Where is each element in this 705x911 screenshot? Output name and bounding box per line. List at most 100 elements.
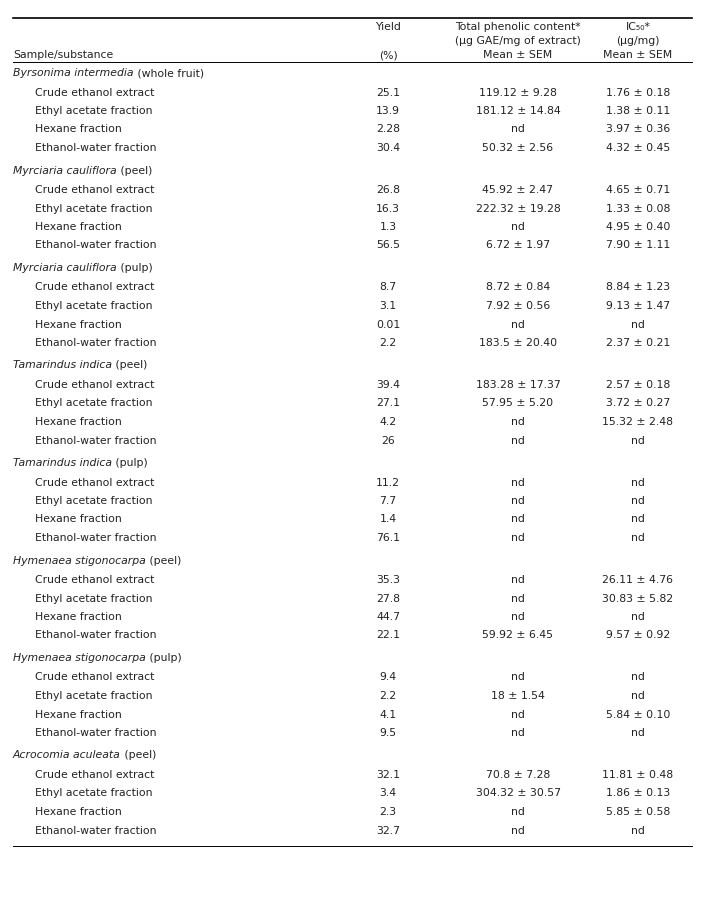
Text: 22.1: 22.1 xyxy=(376,630,400,640)
Text: Crude ethanol extract: Crude ethanol extract xyxy=(35,185,154,195)
Text: 222.32 ± 19.28: 222.32 ± 19.28 xyxy=(476,203,560,213)
Text: Crude ethanol extract: Crude ethanol extract xyxy=(35,477,154,487)
Text: 3.4: 3.4 xyxy=(379,789,396,799)
Text: Yield: Yield xyxy=(375,22,401,32)
Text: 39.4: 39.4 xyxy=(376,380,400,390)
Text: Ethyl acetate fraction: Ethyl acetate fraction xyxy=(35,203,152,213)
Text: 183.5 ± 20.40: 183.5 ± 20.40 xyxy=(479,338,557,348)
Text: 8.72 ± 0.84: 8.72 ± 0.84 xyxy=(486,282,550,292)
Text: Mean ± SEM: Mean ± SEM xyxy=(603,50,673,60)
Text: 1.4: 1.4 xyxy=(379,515,396,525)
Text: Acrocomia aculeata: Acrocomia aculeata xyxy=(13,751,121,761)
Text: Hexane fraction: Hexane fraction xyxy=(35,320,122,330)
Text: nd: nd xyxy=(631,477,645,487)
Text: nd: nd xyxy=(631,691,645,701)
Text: Total phenolic content*: Total phenolic content* xyxy=(455,22,581,32)
Text: Hexane fraction: Hexane fraction xyxy=(35,125,122,135)
Text: (peel): (peel) xyxy=(146,556,181,566)
Text: nd: nd xyxy=(511,575,525,585)
Text: 4.32 ± 0.45: 4.32 ± 0.45 xyxy=(606,143,670,153)
Text: 9.57 ± 0.92: 9.57 ± 0.92 xyxy=(606,630,670,640)
Text: 181.12 ± 14.84: 181.12 ± 14.84 xyxy=(476,106,560,116)
Text: Ethyl acetate fraction: Ethyl acetate fraction xyxy=(35,789,152,799)
Text: 4.95 ± 0.40: 4.95 ± 0.40 xyxy=(606,222,670,232)
Text: 8.84 ± 1.23: 8.84 ± 1.23 xyxy=(606,282,670,292)
Text: 7.7: 7.7 xyxy=(379,496,396,506)
Text: IC₅₀*: IC₅₀* xyxy=(625,22,651,32)
Text: 1.33 ± 0.08: 1.33 ± 0.08 xyxy=(606,203,670,213)
Text: 2.37 ± 0.21: 2.37 ± 0.21 xyxy=(606,338,670,348)
Text: nd: nd xyxy=(511,417,525,427)
Text: nd: nd xyxy=(631,515,645,525)
Text: 6.72 ± 1.97: 6.72 ± 1.97 xyxy=(486,241,550,251)
Text: 30.4: 30.4 xyxy=(376,143,400,153)
Text: 9.5: 9.5 xyxy=(379,728,396,738)
Text: nd: nd xyxy=(511,496,525,506)
Text: nd: nd xyxy=(511,672,525,682)
Text: Mean ± SEM: Mean ± SEM xyxy=(484,50,553,60)
Text: 8.7: 8.7 xyxy=(379,282,396,292)
Text: 3.1: 3.1 xyxy=(379,301,396,311)
Text: Ethyl acetate fraction: Ethyl acetate fraction xyxy=(35,106,152,116)
Text: nd: nd xyxy=(511,222,525,232)
Text: 7.90 ± 1.11: 7.90 ± 1.11 xyxy=(606,241,670,251)
Text: 27.1: 27.1 xyxy=(376,398,400,408)
Text: Tamarindus indica: Tamarindus indica xyxy=(13,361,112,371)
Text: nd: nd xyxy=(631,728,645,738)
Text: Sample/substance: Sample/substance xyxy=(13,50,114,60)
Text: Ethanol-water fraction: Ethanol-water fraction xyxy=(35,435,157,445)
Text: Ethyl acetate fraction: Ethyl acetate fraction xyxy=(35,691,152,701)
Text: nd: nd xyxy=(511,612,525,622)
Text: Ethanol-water fraction: Ethanol-water fraction xyxy=(35,825,157,835)
Text: nd: nd xyxy=(631,320,645,330)
Text: (pulp): (pulp) xyxy=(112,458,148,468)
Text: 70.8 ± 7.28: 70.8 ± 7.28 xyxy=(486,770,550,780)
Text: Hexane fraction: Hexane fraction xyxy=(35,222,122,232)
Text: nd: nd xyxy=(511,320,525,330)
Text: 26.8: 26.8 xyxy=(376,185,400,195)
Text: nd: nd xyxy=(511,710,525,720)
Text: 3.97 ± 0.36: 3.97 ± 0.36 xyxy=(606,125,670,135)
Text: 56.5: 56.5 xyxy=(376,241,400,251)
Text: Ethyl acetate fraction: Ethyl acetate fraction xyxy=(35,301,152,311)
Text: 50.32 ± 2.56: 50.32 ± 2.56 xyxy=(482,143,553,153)
Text: (whole fruit): (whole fruit) xyxy=(133,68,204,78)
Text: 59.92 ± 6.45: 59.92 ± 6.45 xyxy=(482,630,553,640)
Text: Crude ethanol extract: Crude ethanol extract xyxy=(35,282,154,292)
Text: Ethanol-water fraction: Ethanol-water fraction xyxy=(35,338,157,348)
Text: 13.9: 13.9 xyxy=(376,106,400,116)
Text: 2.3: 2.3 xyxy=(379,807,396,817)
Text: nd: nd xyxy=(511,477,525,487)
Text: nd: nd xyxy=(511,825,525,835)
Text: Hexane fraction: Hexane fraction xyxy=(35,612,122,622)
Text: nd: nd xyxy=(511,435,525,445)
Text: Hexane fraction: Hexane fraction xyxy=(35,515,122,525)
Text: 35.3: 35.3 xyxy=(376,575,400,585)
Text: Myrciaria cauliflora: Myrciaria cauliflora xyxy=(13,166,116,176)
Text: Ethanol-water fraction: Ethanol-water fraction xyxy=(35,533,157,543)
Text: 4.2: 4.2 xyxy=(379,417,396,427)
Text: 26: 26 xyxy=(381,435,395,445)
Text: 9.4: 9.4 xyxy=(379,672,396,682)
Text: (pulp): (pulp) xyxy=(146,653,181,663)
Text: 1.38 ± 0.11: 1.38 ± 0.11 xyxy=(606,106,670,116)
Text: nd: nd xyxy=(511,807,525,817)
Text: Hexane fraction: Hexane fraction xyxy=(35,417,122,427)
Text: 76.1: 76.1 xyxy=(376,533,400,543)
Text: 27.8: 27.8 xyxy=(376,593,400,603)
Text: Hexane fraction: Hexane fraction xyxy=(35,807,122,817)
Text: Ethyl acetate fraction: Ethyl acetate fraction xyxy=(35,398,152,408)
Text: 304.32 ± 30.57: 304.32 ± 30.57 xyxy=(475,789,560,799)
Text: Byrsonima intermedia: Byrsonima intermedia xyxy=(13,68,133,78)
Text: 2.2: 2.2 xyxy=(379,691,396,701)
Text: 4.65 ± 0.71: 4.65 ± 0.71 xyxy=(606,185,670,195)
Text: nd: nd xyxy=(631,825,645,835)
Text: Crude ethanol extract: Crude ethanol extract xyxy=(35,87,154,97)
Text: nd: nd xyxy=(511,593,525,603)
Text: 18 ± 1.54: 18 ± 1.54 xyxy=(491,691,545,701)
Text: nd: nd xyxy=(631,672,645,682)
Text: Ethanol-water fraction: Ethanol-water fraction xyxy=(35,143,157,153)
Text: 9.13 ± 1.47: 9.13 ± 1.47 xyxy=(606,301,670,311)
Text: nd: nd xyxy=(631,435,645,445)
Text: Ethanol-water fraction: Ethanol-water fraction xyxy=(35,630,157,640)
